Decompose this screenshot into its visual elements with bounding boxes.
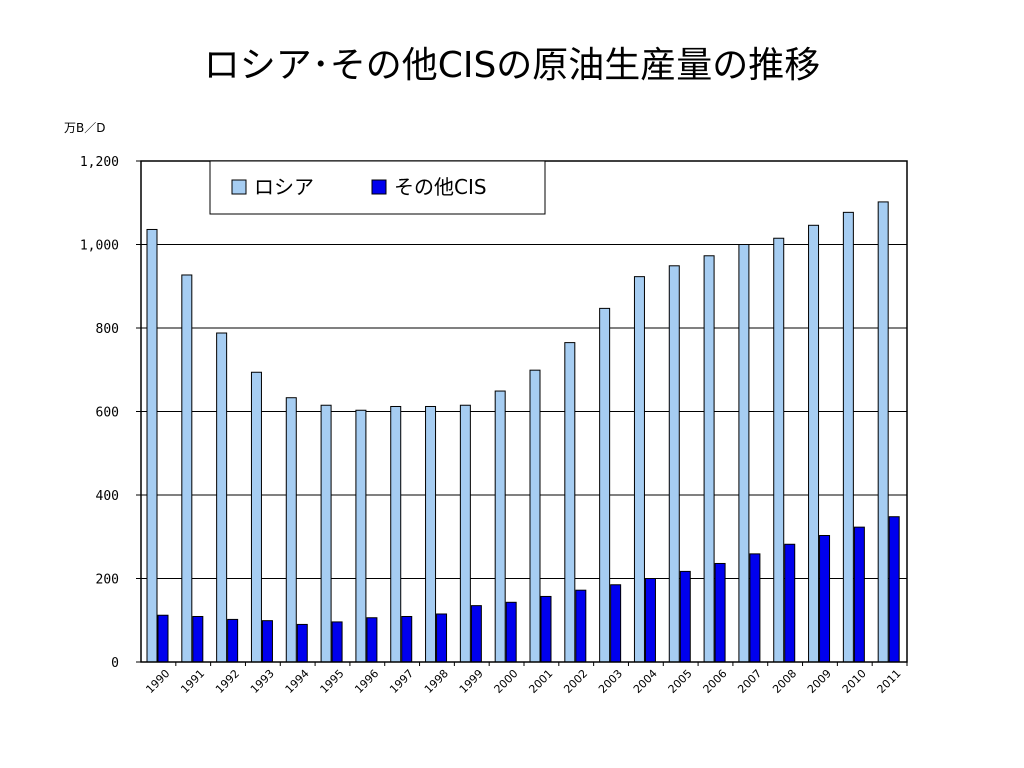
bar-other-cis [714,562,726,663]
y-axis-label: 万B／D [64,121,105,135]
x-tick-label: 2007 [735,667,764,696]
bar-russia [320,404,332,663]
x-tick-label: 1991 [178,667,207,696]
bar-russia [773,237,785,663]
bar-other-cis [192,615,204,663]
bar-russia [877,201,889,663]
bar-other-cis [331,621,343,663]
x-tick-label: 2002 [561,667,590,696]
legend: ロシア その他CIS [209,160,546,215]
legend-swatch [371,179,387,195]
bar-other-cis [853,526,865,663]
bar-russia [738,244,750,663]
bar-other-cis [436,613,448,663]
y-tick-label: 200 [96,573,119,588]
bar-other-cis [261,620,273,663]
bar-other-cis [227,618,239,663]
bar-russia [564,342,576,663]
bar-other-cis [644,578,656,663]
x-tick-label: 1993 [248,667,277,696]
bar-other-cis [819,534,831,663]
bar-russia [250,371,262,663]
bar-russia [181,274,193,663]
x-tick-label: 2000 [492,667,521,696]
bar-russia [390,405,402,663]
chart-title: ロシア･その他CISの原油生産量の推移 [203,45,821,86]
bar-other-cis [296,623,308,663]
x-tick-label: 2010 [840,667,869,696]
bar-other-cis [540,595,552,663]
x-tick-label: 1996 [352,667,381,696]
legend-swatch [231,179,247,195]
x-tick-label: 1998 [422,667,451,696]
bar-russia [808,224,820,663]
bar-russia [216,332,228,663]
legend-label: ロシア [254,175,314,199]
bar-russia [425,405,437,663]
x-tick-label: 2004 [631,667,660,696]
bar-other-cis [749,553,761,663]
bars [146,201,900,663]
x-tick-label: 2001 [526,667,555,696]
y-tick-label: 800 [96,322,119,337]
x-tick-label: 2009 [805,667,834,696]
x-tick-label: 1999 [457,667,486,696]
bar-russia [355,409,367,663]
bar-other-cis [610,584,622,663]
bar-other-cis [366,617,378,663]
bar-other-cis [401,615,413,663]
bar-russia [459,404,471,663]
x-tick-label: 2008 [770,667,799,696]
legend-box [209,160,546,215]
y-tick-label: 600 [96,406,119,421]
y-tick-label: 1,200 [80,155,119,170]
legend-label: その他CIS [394,175,487,199]
bar-russia [842,211,854,663]
x-tick-label: 1992 [213,667,242,696]
y-tick-label: 400 [96,489,119,504]
x-tick-label: 2011 [875,667,904,696]
x-tick-label: 2005 [666,667,695,696]
bar-other-cis [679,570,691,663]
bar-other-cis [157,614,169,663]
bar-russia [703,255,715,663]
x-tick-label: 1995 [318,667,347,696]
x-tick-label: 1994 [283,667,312,696]
bar-russia [633,276,645,663]
bar-russia [529,369,541,663]
bar-other-cis [505,601,517,663]
bar-other-cis [784,543,796,663]
bar-russia [668,265,680,663]
y-tick-label: 1,000 [80,239,119,254]
x-tick-label: 1997 [387,667,416,696]
bar-russia [146,228,158,663]
bar-russia [599,307,611,663]
y-tick-label: 0 [111,656,119,671]
x-tick-label: 1990 [143,667,172,696]
bar-other-cis [575,589,587,663]
x-tick-label: 2003 [596,667,625,696]
x-tick-label: 2006 [701,667,730,696]
bar-russia [494,390,506,663]
bar-russia [285,397,297,663]
bar-other-cis [888,516,900,663]
bar-other-cis [470,605,482,663]
